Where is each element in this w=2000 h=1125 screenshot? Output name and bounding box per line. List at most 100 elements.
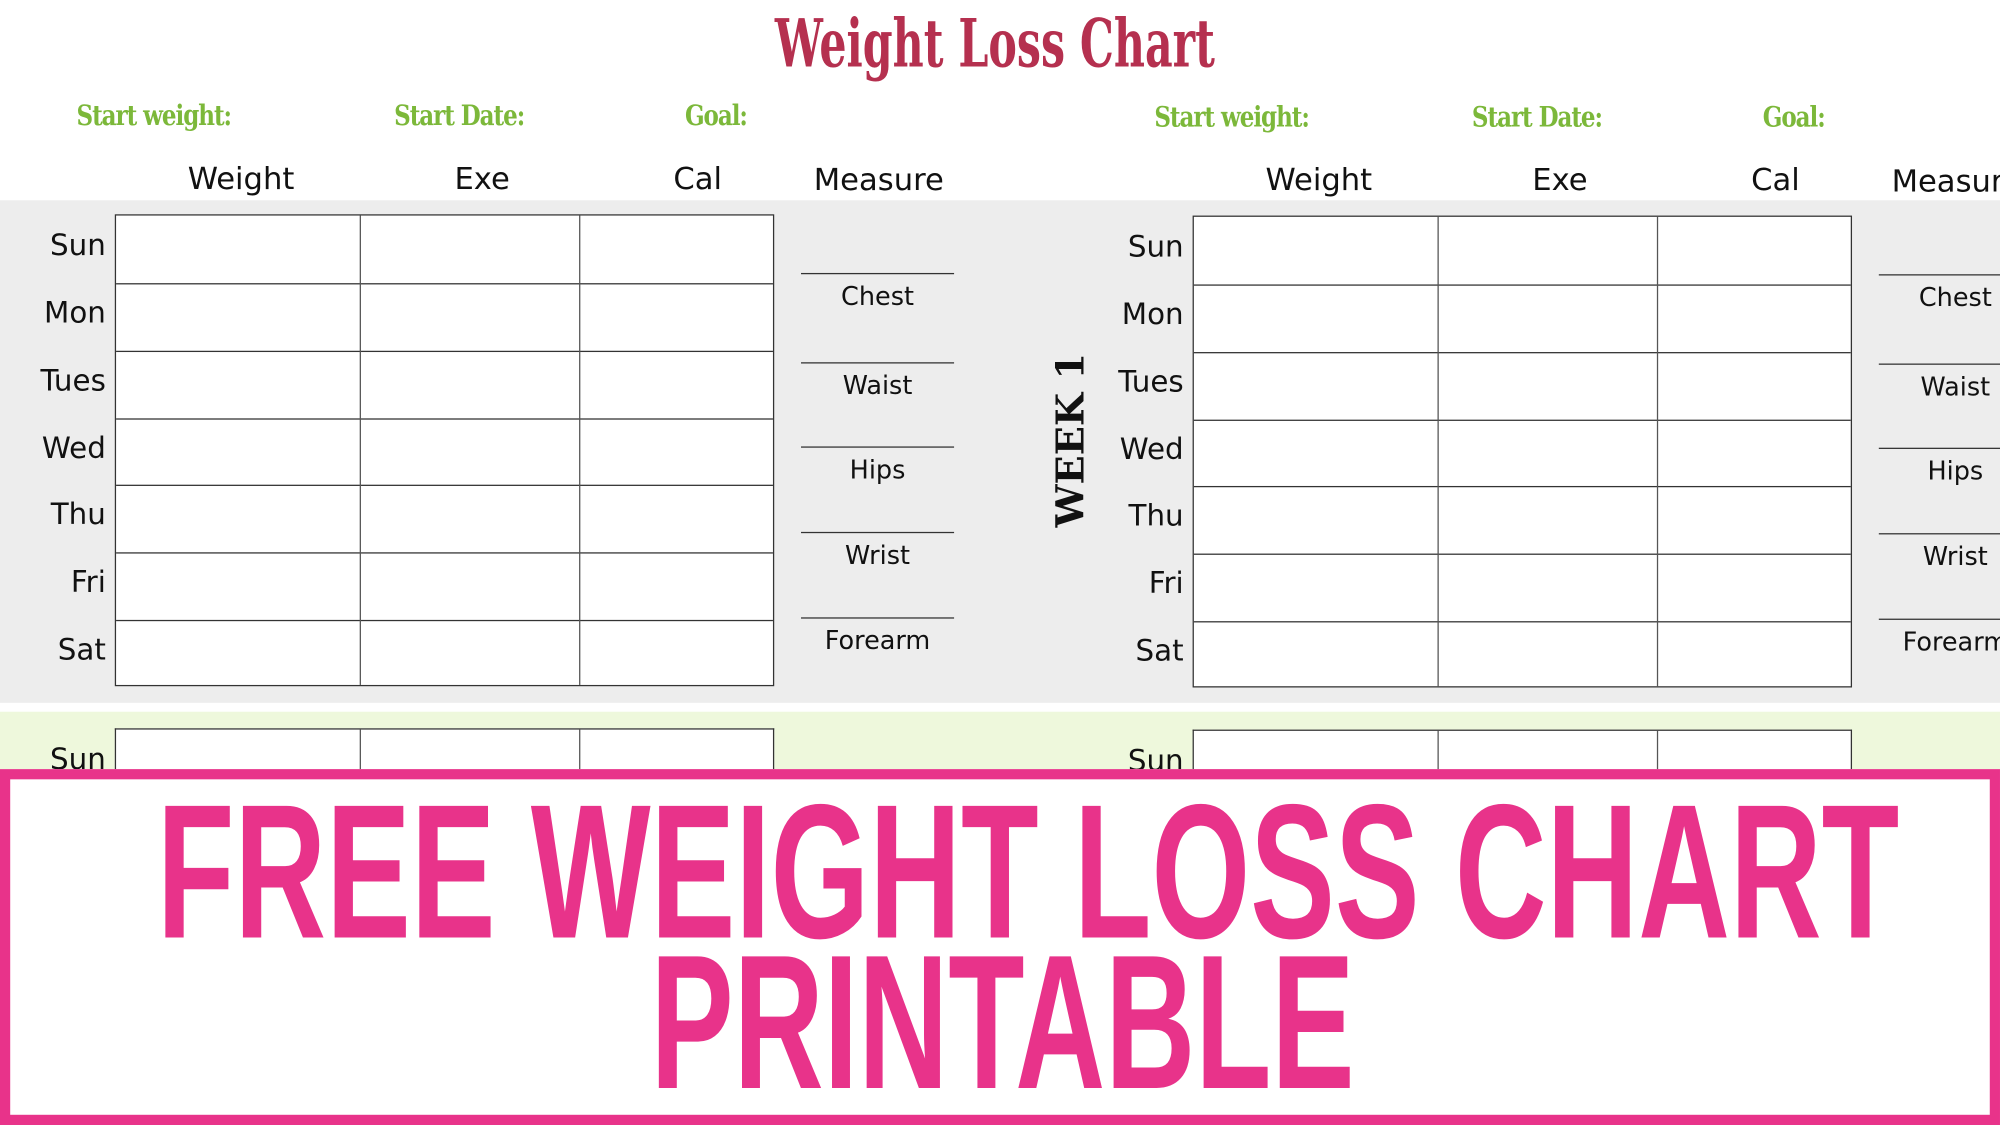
log-cell[interactable] [1657,352,1853,419]
measurement-label: Wrist [845,539,911,571]
measurement-line[interactable] [801,362,955,364]
log-cell[interactable] [116,350,360,417]
log-cell[interactable] [1657,554,1853,621]
measurement-label: Waist [842,369,913,401]
grid-row-divider [116,350,773,352]
grid-row-divider [1193,351,1851,353]
goal-label: Goal: [1762,100,1826,134]
log-cell[interactable] [360,620,579,687]
measurement-label: Waist [1920,371,1991,402]
log-cell[interactable] [1437,621,1656,688]
log-cell[interactable] [360,283,579,350]
grid-row-divider [1193,553,1851,556]
log-cell[interactable] [1437,217,1656,284]
day-label: Thu [50,499,106,533]
measurement-line[interactable] [1878,274,2000,276]
log-cell[interactable] [1657,419,1853,486]
log-cell[interactable] [1437,487,1656,554]
log-cell[interactable] [116,485,360,552]
grid-row-divider [116,417,773,420]
banner-line-2: PRINTABLE [651,915,1355,1115]
log-cell[interactable] [1657,217,1853,284]
day-label: Tues [40,364,106,398]
log-cell[interactable] [1194,487,1438,554]
log-cell[interactable] [116,283,360,350]
grid-row-divider [1193,486,1851,488]
grid-column-divider [1656,730,1659,807]
log-cell[interactable] [116,620,360,687]
log-cell[interactable] [116,553,360,620]
day-label: Thu [1128,500,1184,534]
start-weight-label: Start weight: [1154,100,1309,134]
day-label: Sat [1135,635,1184,669]
log-cell[interactable] [1437,419,1656,486]
column-header: Exe [454,160,510,197]
start-date-label: Start Date: [1471,100,1603,134]
grid-column-divider [1656,216,1659,687]
log-cell[interactable] [1194,217,1438,284]
log-cell[interactable] [579,350,775,417]
start-weight-label: Start weight: [76,99,232,133]
weekly-log-grid [1192,215,1853,688]
day-label: Mon [1121,298,1184,332]
measurement-line[interactable] [1878,363,2000,365]
banner-text: FREE WEIGHT LOSS CHART PRINTABLE [157,764,1899,1124]
day-label: Sat [57,634,106,668]
log-cell[interactable] [579,485,775,552]
log-cell[interactable] [1194,554,1438,621]
grid-column-divider [579,729,581,805]
column-header: Exe [1532,161,1588,198]
log-cell[interactable] [360,350,579,417]
log-cell[interactable] [1437,284,1656,351]
measurement-line[interactable] [1878,618,2000,620]
measurement-line[interactable] [801,272,955,275]
measurement-line[interactable] [1878,447,2000,449]
banner-line-1: FREE WEIGHT LOSS CHART [157,779,1899,978]
log-cell[interactable] [1657,621,1853,688]
page-title: Weight Loss Chart [774,4,1215,82]
measure-header: Measure [813,161,944,198]
grid-column-divider [359,215,361,685]
measure-header: Measure [1891,163,2000,199]
log-cell[interactable] [579,216,775,283]
log-cell[interactable] [1194,284,1438,351]
log-cell[interactable] [579,418,775,485]
log-cell[interactable] [360,553,579,620]
log-cell[interactable] [1657,284,1853,351]
day-label: Fri [1148,567,1184,602]
log-cell[interactable] [1437,554,1656,621]
measurement-line[interactable] [801,446,955,448]
log-cell[interactable] [360,418,579,485]
log-cell[interactable] [1194,352,1438,419]
measurement-line[interactable] [801,617,955,619]
day-label: Wed [41,431,106,465]
measurement-line[interactable] [1878,533,2000,535]
measurement-line[interactable] [801,531,955,534]
measurement-label: Wrist [1922,540,1988,572]
grid-column-divider [579,215,581,685]
column-header: Cal [673,160,723,197]
log-cell[interactable] [1194,419,1438,486]
day-label: Tues [1118,365,1184,399]
grid-row-divider [1193,284,1851,286]
log-cell[interactable] [579,553,775,620]
start-date-label: Start Date: [394,99,525,133]
log-cell[interactable] [1437,352,1656,419]
column-header: Weight [1265,161,1373,198]
measurement-label: Chest [841,280,915,312]
log-cell[interactable] [579,620,775,687]
grid-row-divider [116,282,773,285]
log-cell[interactable] [1657,487,1853,554]
log-cell[interactable] [1194,621,1438,688]
log-cell[interactable] [116,418,360,485]
day-label: Sun [1127,230,1184,265]
day-label: Mon [44,296,106,331]
log-cell[interactable] [360,485,579,552]
title-banner: FREE WEIGHT LOSS CHART PRINTABLE [0,764,2000,1125]
log-cell[interactable] [116,216,360,283]
grid-row-divider [116,485,773,487]
log-cell[interactable] [579,283,775,350]
log-cell[interactable] [360,216,579,283]
weekly-log-grid [114,214,775,687]
